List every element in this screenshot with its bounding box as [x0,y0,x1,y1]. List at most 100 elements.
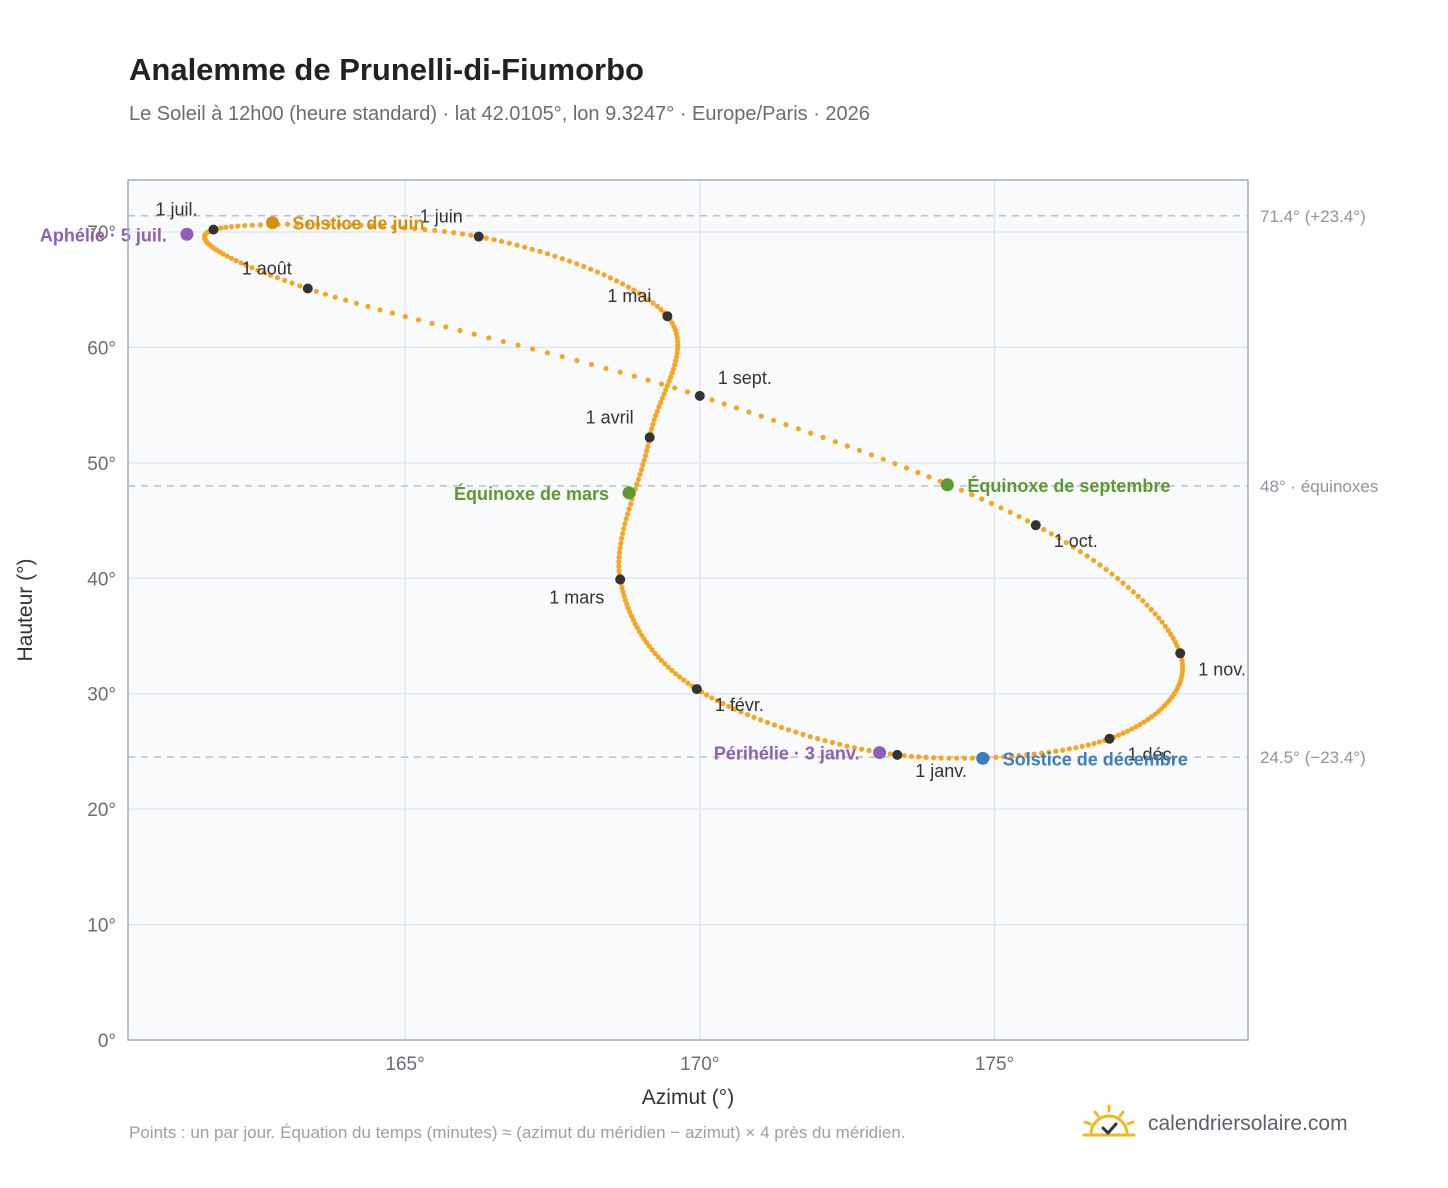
daily-point [358,222,364,228]
daily-point [332,294,338,300]
daily-point [353,300,360,306]
daily-point [235,223,241,229]
x-axis-label: Azimut (°) [642,1086,734,1109]
y-tick-label: 10° [87,916,116,937]
daily-point [1129,726,1135,732]
daily-point [887,751,893,757]
daily-point [661,391,667,397]
daily-point [255,267,261,273]
daily-point [638,467,645,473]
daily-point [1130,589,1136,595]
daily-point [486,335,492,341]
daily-point [672,385,678,391]
daily-point [223,224,229,230]
daily-point [923,754,929,761]
daily-point [218,225,224,231]
daily-point [668,374,674,380]
daily-point [1025,518,1031,524]
daily-point [726,703,732,710]
daily-point [1084,553,1090,559]
daily-point [365,303,371,310]
daily-point [632,621,638,627]
event-marker [180,227,194,241]
daily-point [903,465,910,471]
daily-point [783,422,789,428]
daily-point [837,741,843,747]
daily-point [645,443,651,449]
daily-point [820,434,826,440]
daily-point [499,238,505,244]
daily-point [574,357,580,364]
daily-point [268,272,274,278]
daily-point [659,395,666,401]
daily-point [514,242,520,248]
daily-point [631,373,637,379]
daily-point [1001,754,1007,760]
brand-logo[interactable]: calendriersolaire.com [1082,1100,1348,1148]
footnote: Points : un par jour. Équation du temps … [129,1123,906,1142]
daily-point [733,405,740,411]
daily-point [677,674,683,680]
month-label: 1 nov. [1198,659,1246,679]
daily-point [1016,753,1022,759]
month-label: 1 mai [607,286,651,306]
daily-point [401,225,407,231]
daily-point [993,754,999,760]
daily-point [664,382,671,388]
daily-point [616,554,622,561]
daily-point [1096,739,1102,745]
y-tick-label: 20° [87,800,116,821]
daily-point [916,754,922,760]
daily-point [908,753,915,759]
daily-point [257,222,263,228]
daily-point [815,736,821,742]
daily-point [673,671,679,677]
daily-point [644,640,650,646]
daily-point [630,617,636,623]
daily-point [675,346,681,352]
daily-point [1060,747,1066,753]
daily-point [1091,740,1097,747]
daily-point [618,540,624,546]
daily-point [620,531,626,537]
event-marker [940,478,954,492]
daily-point [641,457,647,463]
daily-point [969,492,975,498]
event-marker [976,751,990,765]
daily-point [634,625,640,631]
daily-point [537,248,543,255]
daily-point [1041,526,1047,533]
month-marker [615,574,626,585]
daily-point [1085,742,1091,748]
month-marker [1104,733,1115,744]
daily-point [1125,728,1131,734]
daily-point [1140,598,1146,604]
daily-point [261,270,267,276]
daily-point [238,260,244,266]
daily-point [1070,544,1076,550]
y-tick-label: 70° [87,223,116,244]
daily-point [655,654,661,660]
daily-point [313,288,319,294]
y-tick-label: 50° [87,454,116,475]
daily-point [522,244,528,250]
daily-point [530,346,536,352]
daily-point [892,461,898,467]
daily-point [415,317,422,323]
daily-point [1103,566,1109,573]
daily-point [249,222,255,228]
daily-point [1056,535,1062,541]
daily-point [297,283,303,289]
daily-point [636,628,643,635]
daily-point [1144,602,1150,608]
daily-point [1063,540,1069,546]
daily-point [619,535,625,542]
event-markers: Solstice de juin Solstice de décembre Équi… [40,214,1188,770]
daily-point [738,709,744,715]
daily-point [641,293,647,300]
daily-point [649,426,655,432]
daily-point [491,237,497,243]
daily-point [336,222,342,228]
daily-point [626,506,632,512]
